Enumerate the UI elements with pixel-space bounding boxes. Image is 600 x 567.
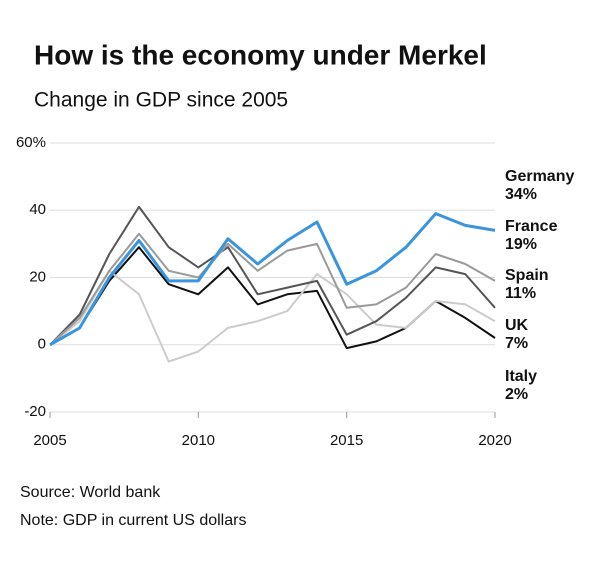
series-line <box>49 232 496 346</box>
legend-label: Italy <box>505 368 537 385</box>
legend-label: UK <box>505 317 529 334</box>
x-tick-label: 2010 <box>182 432 215 449</box>
y-tick-label: 20 <box>29 268 46 285</box>
x-tick-label: 2015 <box>330 432 363 449</box>
end-value-label: 19% <box>505 236 537 253</box>
chart-subtitle: Change in GDP since 2005 <box>34 89 288 112</box>
source-note: Source: World bank <box>20 484 161 501</box>
end-value-label: 7% <box>505 335 528 352</box>
footnote: Note: GDP in current US dollars <box>20 512 246 529</box>
end-value-label: 2% <box>505 386 528 403</box>
series-line <box>49 269 496 363</box>
series-line <box>49 212 496 347</box>
end-value-label: 11% <box>505 285 536 302</box>
end-value-label: 34% <box>505 186 537 203</box>
legend-label: Germany <box>505 168 574 185</box>
x-tick-label: 2020 <box>478 432 511 449</box>
y-tick-label: -20 <box>24 403 46 420</box>
y-tick-label: 60% <box>16 134 46 151</box>
chart-title: How is the economy under Merkel <box>34 39 487 70</box>
legend-label: France <box>505 218 558 235</box>
x-tick-label: 2005 <box>33 432 66 449</box>
series-line <box>49 205 496 346</box>
legend-label: Spain <box>505 267 549 284</box>
y-tick-label: 0 <box>38 336 46 353</box>
y-tick-label: 40 <box>29 201 46 218</box>
